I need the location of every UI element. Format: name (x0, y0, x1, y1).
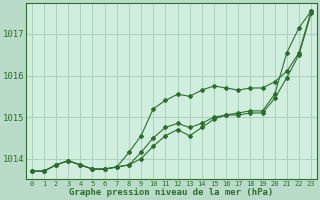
X-axis label: Graphe pression niveau de la mer (hPa): Graphe pression niveau de la mer (hPa) (69, 188, 274, 197)
